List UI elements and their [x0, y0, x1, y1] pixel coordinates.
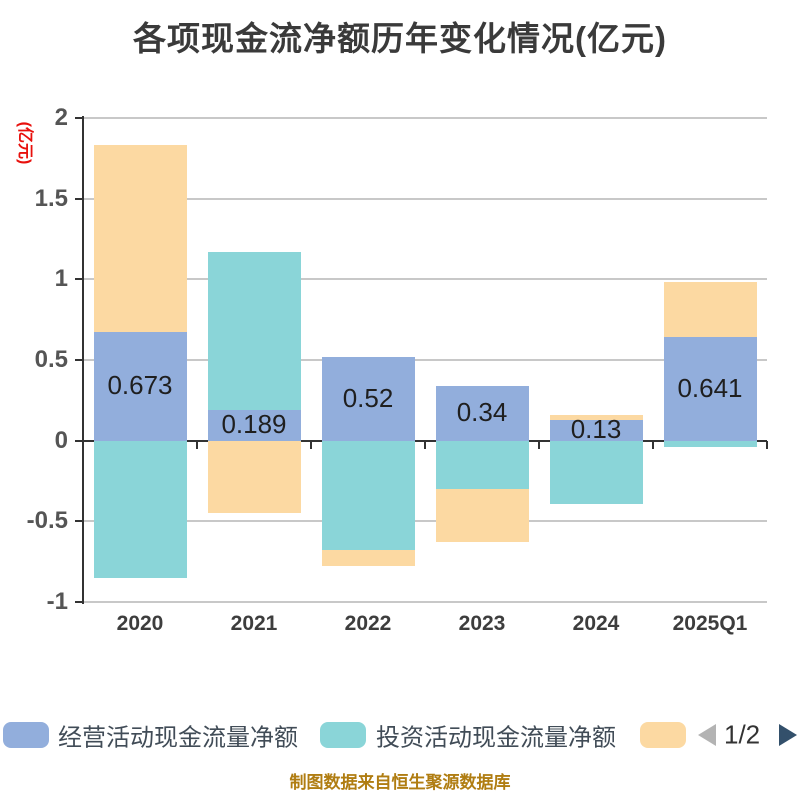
- x-axis-tick-mark: [766, 440, 768, 449]
- y-axis-tick-mark: [75, 359, 83, 361]
- bar-segment-s2-2025Q1[interactable]: [663, 440, 757, 448]
- bar-segment-s1-2022[interactable]: [321, 356, 415, 441]
- x-axis-tick-mark: [538, 440, 540, 449]
- x-axis-label-2022: 2022: [344, 612, 392, 635]
- data-source-note: 制图数据来自恒生聚源数据库: [289, 773, 511, 792]
- bar-segment-s2-2023[interactable]: [435, 440, 529, 490]
- gridline: [83, 197, 767, 200]
- bar-segment-s1-2021[interactable]: [207, 410, 301, 441]
- gridline: [83, 278, 767, 281]
- x-axis-label-2023: 2023: [458, 612, 506, 635]
- legend-swatch-financing[interactable]: [640, 722, 686, 748]
- gridline: [83, 117, 767, 119]
- y-axis-tick-label: 1.5: [34, 184, 68, 212]
- legend-pager-next-icon[interactable]: [779, 724, 797, 746]
- x-axis-label-2020: 2020: [116, 612, 164, 635]
- bar-segment-s1-2020[interactable]: [93, 332, 187, 441]
- bar-value-label-2025Q1: 0.641: [677, 372, 743, 403]
- y-axis-tick-mark: [75, 278, 83, 281]
- bar-segment-s3-2025Q1[interactable]: [663, 282, 757, 338]
- bar-segment-s3-2020[interactable]: [93, 144, 187, 333]
- y-axis-tick-label: 2: [54, 104, 68, 131]
- y-axis-tick-label: -1: [46, 588, 68, 615]
- legend-label-operating[interactable]: 经营活动现金流量净额: [58, 724, 298, 752]
- legend: 经营活动现金流量净额 投资活动现金流量净额 1/2: [0, 719, 800, 752]
- x-axis-label-2024: 2024: [572, 612, 620, 635]
- bar-value-label-2022: 0.52: [342, 382, 394, 413]
- bar-segment-s1-2025Q1[interactable]: [663, 337, 757, 441]
- chart-title: 各项现金流净额历年变化情况(亿元): [133, 20, 667, 57]
- gridline: [83, 359, 767, 361]
- bar-segment-s2-2021[interactable]: [207, 252, 301, 411]
- bar-segment-s3-2022[interactable]: [321, 550, 415, 567]
- y-axis-tick-label: 0: [54, 426, 68, 454]
- x-axis-tick-mark: [424, 440, 426, 449]
- gridline: [83, 520, 767, 523]
- x-axis-tick-mark: [196, 440, 198, 449]
- legend-swatch-investing[interactable]: [320, 722, 366, 748]
- legend-pager-prev-icon[interactable]: [698, 724, 716, 746]
- gridline: [83, 601, 767, 603]
- x-axis-label-2021: 2021: [230, 612, 278, 635]
- legend-label-investing[interactable]: 投资活动现金流量净额: [376, 724, 616, 752]
- bar-segment-s3-2023[interactable]: [435, 489, 529, 543]
- bar-value-label-2023: 0.34: [456, 397, 508, 428]
- bar-segment-s2-2020[interactable]: [93, 440, 187, 578]
- bar-segment-s3-2021[interactable]: [207, 440, 301, 514]
- legend-swatch-operating[interactable]: [3, 722, 49, 748]
- bar-segment-s1-2024[interactable]: [549, 419, 643, 441]
- bar-value-label-2021: 0.189: [221, 409, 287, 440]
- y-axis-tick-mark: [75, 117, 83, 119]
- y-axis-line: [82, 116, 84, 604]
- bar-segment-s3-2024[interactable]: [549, 414, 643, 420]
- bar-value-label-2024: 0.13: [570, 414, 622, 445]
- y-axis-tick-mark: [75, 601, 83, 603]
- bar-segment-s2-2022[interactable]: [321, 440, 415, 551]
- y-axis-tick-mark: [75, 197, 83, 200]
- x-axis-label-2025Q1: 2025Q1: [672, 612, 748, 635]
- y-axis-tick-mark: [75, 439, 83, 442]
- bar-segment-s1-2023[interactable]: [435, 385, 529, 441]
- y-axis-tick-label: 1: [54, 265, 68, 293]
- y-axis-tick-mark: [75, 520, 83, 523]
- y-axis-tick-label: 0.5: [34, 346, 68, 373]
- bar-segment-s2-2024[interactable]: [549, 440, 643, 504]
- bar-value-label-2020: 0.673: [107, 370, 173, 401]
- legend-pager-text: 1/2: [724, 719, 761, 750]
- y-axis-tick-label: -0.5: [26, 507, 68, 535]
- x-axis-tick-mark: [310, 440, 312, 449]
- x-axis-tick-mark: [652, 440, 654, 449]
